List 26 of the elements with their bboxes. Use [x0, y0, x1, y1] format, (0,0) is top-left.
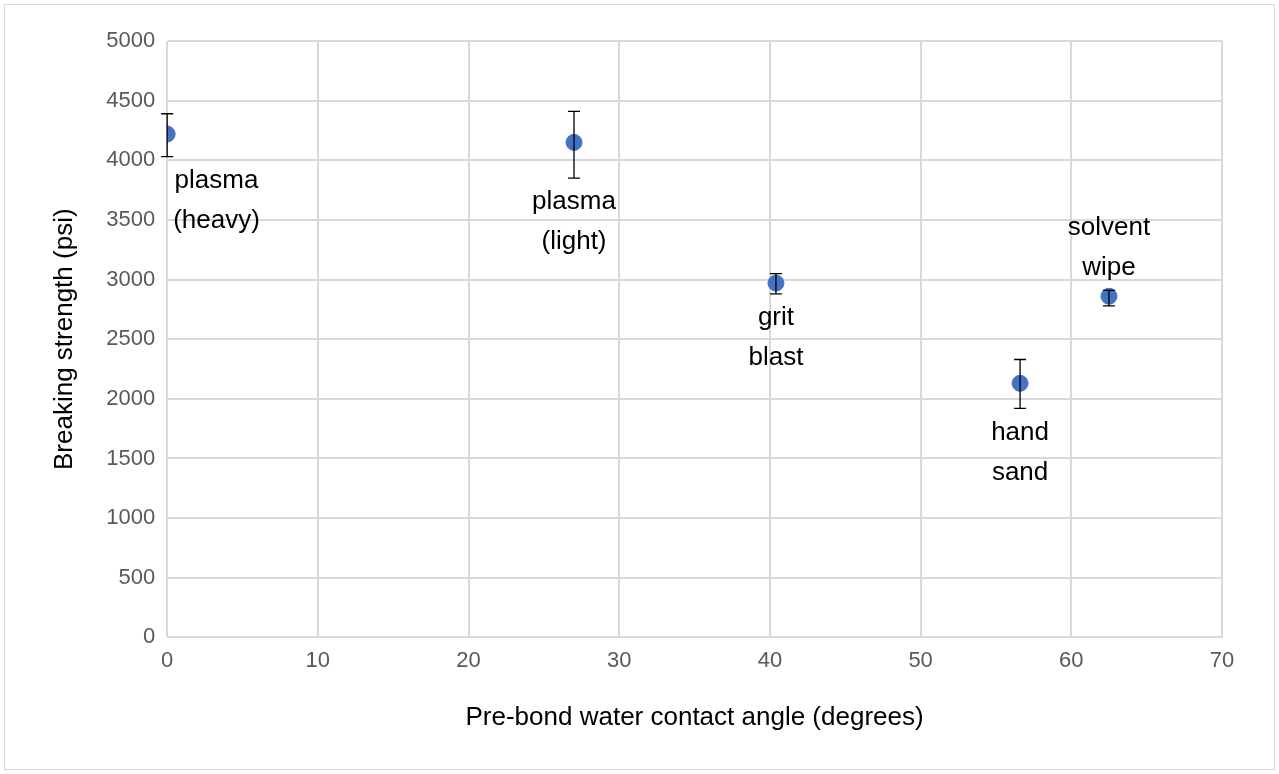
y-tick-label: 2000: [106, 384, 156, 410]
annotation: plasma (light): [532, 185, 617, 256]
y-tick-label: 0: [142, 623, 156, 649]
x-tick-label: 40: [757, 646, 783, 672]
y-tick-label: 1500: [106, 444, 156, 470]
y-tick-label: 500: [118, 563, 156, 589]
x-tick-label: 10: [305, 646, 331, 672]
x-tick-label: 30: [606, 646, 632, 672]
y-tick-label: 2500: [106, 325, 156, 351]
x-tick-label: 20: [456, 646, 481, 672]
annotation: hand sand: [991, 415, 1049, 486]
x-tick-label: 50: [908, 646, 933, 672]
y-axis-title: Breaking strength (psi): [47, 208, 78, 470]
y-tick-label: 5000: [106, 27, 156, 53]
x-axis-title: Pre-bond water contact angle (degrees): [465, 700, 924, 731]
y-tick-label: 3500: [106, 205, 156, 231]
annotation: grit blast: [748, 301, 805, 372]
x-tick-label: 70: [1209, 646, 1235, 672]
x-tick-label: 0: [161, 646, 174, 672]
y-tick-label: 4500: [106, 86, 156, 112]
x-tick-label: 60: [1059, 646, 1084, 672]
y-tick-label: 4000: [106, 146, 156, 172]
y-tick-label: 3000: [106, 265, 156, 291]
y-tick-label: 1000: [106, 504, 156, 530]
annotation: solvent wipe: [1067, 211, 1151, 282]
annotation: plasma (heavy): [173, 163, 260, 234]
